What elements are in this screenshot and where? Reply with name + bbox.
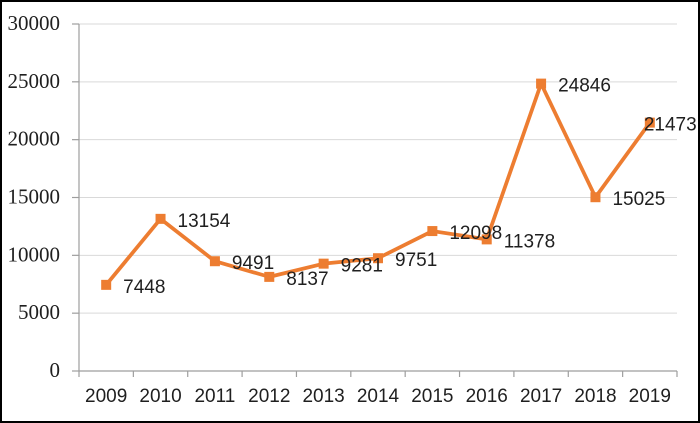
series-marker (155, 213, 166, 224)
data-label: 24846 (558, 76, 611, 97)
data-label: 9751 (395, 250, 437, 271)
series-marker (318, 258, 329, 269)
data-label: 9281 (341, 256, 383, 277)
x-axis-tick-label: 2011 (194, 386, 235, 407)
x-axis-tick-label: 2009 (85, 386, 127, 407)
x-axis-tick-label: 2016 (466, 386, 508, 407)
series-marker (644, 117, 655, 128)
data-label: 7448 (123, 277, 165, 298)
y-axis-tick-label: 15000 (8, 185, 61, 209)
data-label: 15025 (612, 189, 665, 210)
series-marker (536, 78, 547, 89)
y-axis-tick-label: 30000 (8, 11, 61, 35)
series-marker (590, 192, 601, 203)
y-axis-tick-label: 20000 (8, 127, 61, 151)
data-label: 11378 (504, 231, 555, 252)
y-axis-tick-label: 25000 (8, 69, 61, 93)
series-marker (481, 234, 492, 245)
x-axis-tick-label: 2013 (302, 386, 344, 407)
x-axis-tick-label: 2018 (574, 386, 616, 407)
x-axis-tick-label: 2017 (520, 386, 562, 407)
y-axis-tick-label: 5000 (18, 300, 60, 324)
data-label: 8137 (286, 269, 328, 290)
series-marker (264, 271, 275, 282)
data-label: 12098 (449, 223, 502, 244)
x-axis-tick-label: 2019 (629, 386, 671, 407)
data-label: 21473 (644, 115, 697, 136)
y-axis-tick-label: 10000 (8, 242, 61, 266)
series-marker (209, 256, 220, 267)
data-label: 9491 (232, 253, 274, 274)
y-axis-tick-label: 0 (50, 358, 61, 382)
x-axis-tick-label: 2010 (139, 386, 181, 407)
x-axis-tick-label: 2014 (357, 386, 400, 407)
series-marker (373, 253, 383, 264)
x-axis-tick-label: 2015 (411, 386, 453, 407)
series-marker (427, 226, 438, 237)
x-axis-tick-label: 2012 (248, 386, 290, 407)
data-label: 13154 (178, 211, 231, 232)
series-marker (101, 279, 112, 290)
